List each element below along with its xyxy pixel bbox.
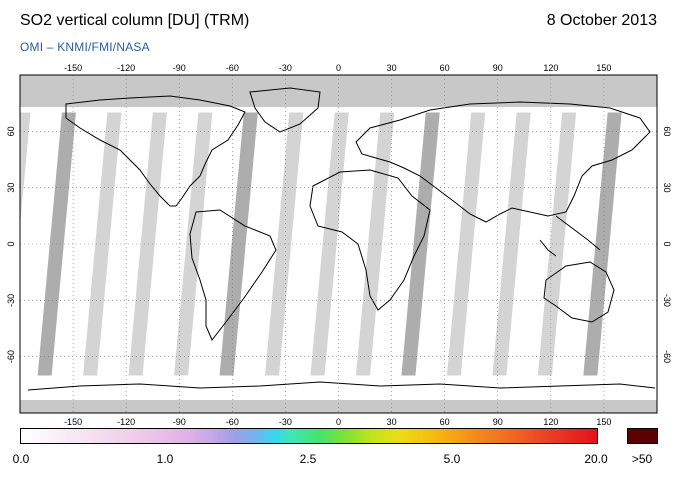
orbit-gap-swath <box>20 112 31 226</box>
lon-tick-label-bottom: 60 <box>440 417 450 425</box>
lon-tick-label-top: 30 <box>387 63 397 73</box>
lon-tick-label-bottom: 0 <box>336 417 341 425</box>
orbit-gap-swath <box>537 112 577 376</box>
graticule-lines <box>20 75 657 413</box>
colorbar-over-label: >50 <box>631 452 653 466</box>
lon-tick-label-top: 150 <box>596 63 611 73</box>
orbit-gap-swath <box>219 112 258 376</box>
lon-tick-label-bottom: 150 <box>596 417 611 425</box>
lat-tick-label-left: -30 <box>6 294 16 307</box>
lat-tick-label-left: 0 <box>6 241 16 246</box>
lon-tick-label-bottom: -150 <box>64 417 82 425</box>
lon-tick-label-bottom: -90 <box>173 417 186 425</box>
lat-tick-label-left: 60 <box>6 126 16 136</box>
lat-tick-label-right: -60 <box>662 350 672 363</box>
colorbar-label-1: 1.0 <box>156 452 174 466</box>
lon-tick-label-top: -30 <box>279 63 292 73</box>
orbit-gap-swath <box>355 112 395 376</box>
lon-tick-label-bottom: 30 <box>387 417 397 425</box>
data-credit: OMI – KNMI/FMI/NASA <box>20 40 150 54</box>
lon-tick-label-bottom: -30 <box>279 417 292 425</box>
lat-tick-label-right: -30 <box>662 294 672 307</box>
lat-tick-label-right: 30 <box>662 183 672 193</box>
coastlines <box>27 87 656 391</box>
lon-tick-label-top: -90 <box>173 63 186 73</box>
colorbar-label-4: 20.0 <box>584 452 608 466</box>
lon-tick-label-top: 120 <box>543 63 558 73</box>
colorbar-label-0: 0.0 <box>12 452 30 466</box>
lon-tick-label-bottom: -120 <box>117 417 135 425</box>
map-title: SO2 vertical column [DU] (TRM) <box>20 12 250 29</box>
orbit-gap-swath <box>128 112 167 376</box>
lat-tick-label-left: 30 <box>6 183 16 193</box>
lon-tick-label-bottom: 90 <box>493 417 503 425</box>
map-date: 8 October 2013 <box>546 12 657 29</box>
orbit-gap-swath <box>492 112 531 376</box>
orbit-gap-swath <box>446 112 486 376</box>
lat-tick-label-right: 0 <box>662 241 672 246</box>
lon-tick-label-bottom: 120 <box>543 417 558 425</box>
colorbar-label-2: 2.5 <box>299 452 317 466</box>
lon-tick-label-top: -150 <box>64 63 82 73</box>
colorbar-over-range-swatch <box>627 428 658 444</box>
so2-world-map: -150 -150 -120 -120 -90 -90 -60 -60 -30 -30 0 0 30 30… <box>6 63 672 425</box>
lon-tick-label-top: -60 <box>226 63 239 73</box>
lon-tick-label-bottom: -60 <box>226 417 239 425</box>
lon-tick-label-top: 0 <box>336 63 341 73</box>
orbit-gap-swath <box>310 112 349 376</box>
lat-tick-label-right: 60 <box>662 126 672 136</box>
orbit-gap-swath <box>174 112 213 376</box>
map-axis-labels: -150 -150 -120 -120 -90 -90 -60 -60 -30 -30 0 0 30 30… <box>6 63 672 425</box>
lon-tick-label-top: 60 <box>440 63 450 73</box>
orbit-gap-swath <box>583 112 622 376</box>
lat-tick-label-left: -60 <box>6 350 16 363</box>
map-frame <box>19 74 658 414</box>
colorbar-label-3: 5.0 <box>443 452 461 466</box>
so2-colorbar <box>20 428 598 444</box>
orbit-gap-swath <box>83 112 122 376</box>
lon-tick-label-top: 90 <box>493 63 503 73</box>
lon-tick-label-top: -120 <box>117 63 135 73</box>
